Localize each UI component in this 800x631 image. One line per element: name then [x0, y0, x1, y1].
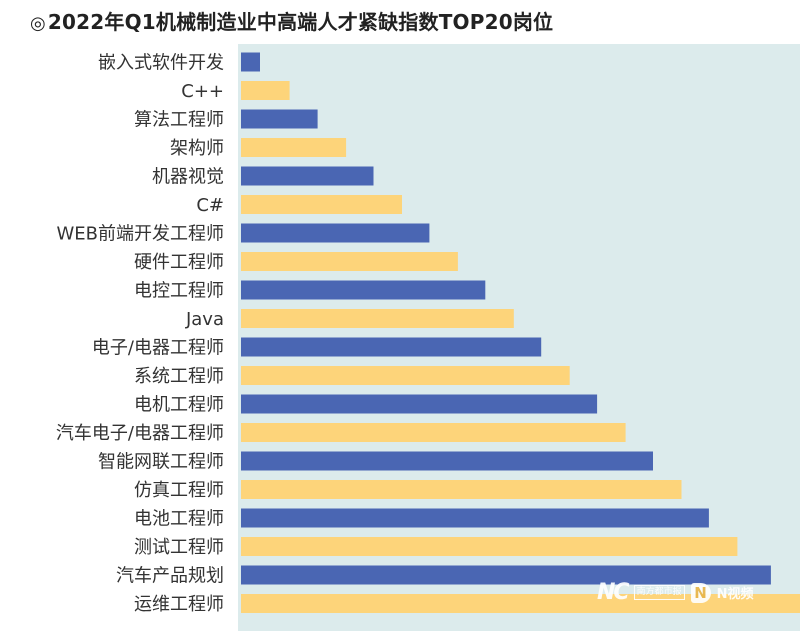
bar-11 — [241, 337, 542, 357]
bar-18 — [241, 537, 738, 556]
category-label-4: 架构师 — [170, 138, 224, 159]
bar-17 — [241, 508, 709, 528]
watermark-box-text: 南方都市报 — [633, 585, 685, 600]
bar-13 — [241, 394, 598, 414]
category-label-5: 机器视觉 — [152, 167, 224, 188]
category-label-8: 硬件工程师 — [134, 252, 224, 273]
category-label-19: 汽车产品规划 — [116, 566, 224, 587]
category-label-2: C++ — [181, 81, 224, 102]
category-label-18: 测试工程师 — [134, 537, 224, 558]
bar-14 — [241, 423, 626, 442]
category-label-1: 嵌入式软件开发 — [98, 53, 224, 74]
bar-16 — [241, 480, 682, 499]
bar-6 — [241, 195, 402, 214]
category-label-3: 算法工程师 — [134, 110, 224, 131]
bar-1 — [241, 52, 260, 72]
category-label-14: 汽车电子/电器工程师 — [56, 423, 224, 444]
category-label-17: 电池工程师 — [134, 509, 224, 530]
category-label-13: 电机工程师 — [134, 395, 224, 416]
bar-5 — [241, 166, 374, 186]
bar-19 — [241, 565, 771, 585]
category-label-10: Java — [185, 309, 224, 330]
title-text: 2022年Q1机械制造业中高端人才紧缺指数TOP20岗位 — [47, 10, 554, 34]
bar-8 — [241, 252, 458, 271]
category-label-20: 运维工程师 — [134, 594, 224, 615]
bar-10 — [241, 309, 514, 328]
watermark-video-label: N视频 — [716, 587, 754, 602]
category-label-7: WEB前端开发工程师 — [56, 224, 224, 245]
bar-3 — [241, 109, 318, 129]
bar-2 — [241, 81, 290, 100]
bar-20 — [241, 594, 800, 613]
category-label-6: C# — [196, 195, 224, 216]
watermark: NC 南方都市报 N N视频 — [597, 580, 753, 605]
bar-9 — [241, 280, 486, 300]
bar-4 — [241, 138, 347, 157]
category-label-9: 电控工程师 — [134, 281, 224, 302]
category-label-11: 电子/电器工程师 — [92, 338, 224, 359]
title-symbol: ◎ — [30, 13, 46, 34]
bar-12 — [241, 366, 570, 385]
category-label-12: 系统工程师 — [134, 366, 224, 387]
watermark-brand: NC — [597, 580, 630, 605]
category-label-15: 智能网联工程师 — [98, 452, 224, 473]
chart-title: ◎ 2022年Q1机械制造业中高端人才紧缺指数TOP20岗位 — [30, 6, 553, 35]
bar-15 — [241, 451, 653, 471]
bar-7 — [241, 223, 430, 243]
n-video-logo-icon: N — [690, 582, 711, 603]
category-label-16: 仿真工程师 — [134, 480, 224, 501]
